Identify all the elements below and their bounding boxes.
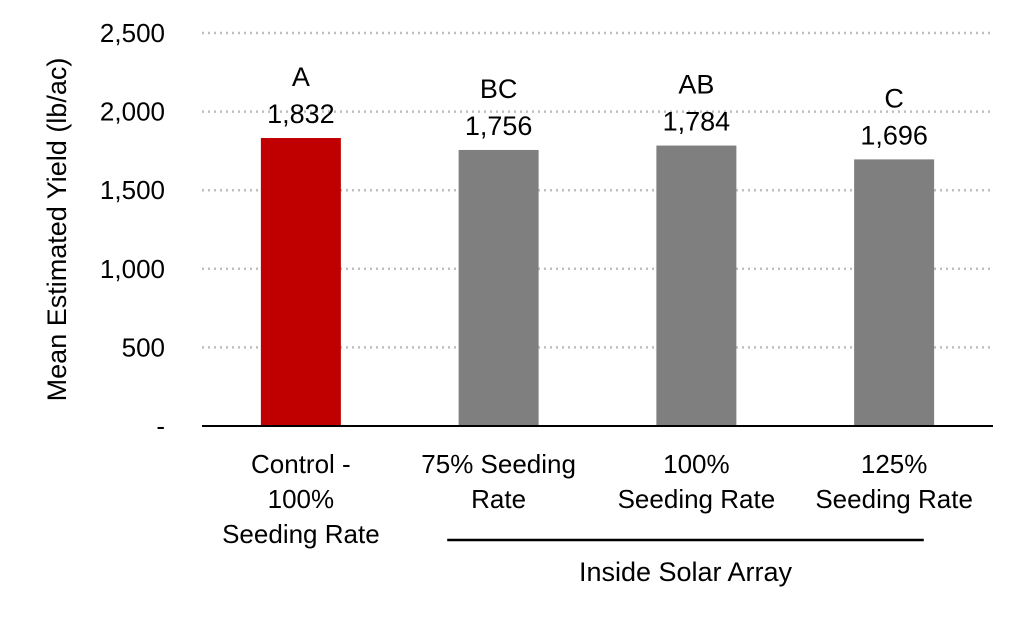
group-label: Inside Solar Array [579,557,793,587]
category-label: 75% Seeding [421,449,576,479]
value-label: 1,784 [663,107,731,137]
y-tick-label: - [156,411,165,441]
y-tick-label: 1,000 [100,254,165,284]
value-label: 1,832 [267,99,335,129]
y-tick-label: 2,500 [100,18,165,48]
significance-letter: AB [678,70,714,100]
significance-letter: A [292,62,310,92]
value-label: 1,696 [860,120,928,150]
category-labels: Control - 100% Seeding Rate 75% Seeding Rate… [222,449,973,549]
significance-letter: BC [480,74,518,104]
bar [260,138,341,427]
category-label: 125% [861,449,928,479]
bar [458,149,539,427]
category-label: Rate [471,484,526,514]
y-tick-label: 2,000 [100,97,165,127]
category-label: 100% [663,449,730,479]
y-axis-title: Mean Estimated Yield (lb/ac) [42,58,72,402]
category-label: Control - [251,449,351,479]
value-label: 1,756 [465,111,533,141]
bars [260,138,935,427]
y-tick-labels: - 500 1,000 1,500 2,000 2,500 [100,18,165,441]
category-label: Seeding Rate [815,484,973,514]
significance-letter: C [884,83,904,113]
bar [854,159,935,426]
bar [656,145,737,426]
category-label: Seeding Rate [222,519,380,549]
y-tick-label: 500 [122,332,165,362]
category-label: 100% [268,484,335,514]
y-tick-label: 1,500 [100,175,165,205]
category-label: Seeding Rate [618,484,776,514]
data-labels: 1,832 A 1,756 BC 1,784 AB 1,696 C [267,62,928,150]
